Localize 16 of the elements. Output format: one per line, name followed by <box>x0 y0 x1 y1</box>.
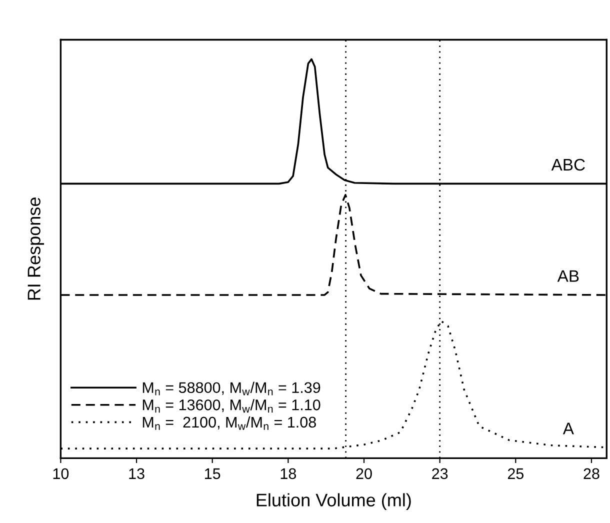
annotation: ABC <box>551 158 585 171</box>
y-axis-title: RI Response <box>28 198 44 300</box>
x-axis-title: Elution Volume (ml) <box>256 493 411 510</box>
x-tick-label: 18 <box>280 468 296 480</box>
x-tick-label: 28 <box>584 468 600 480</box>
x-tick-label: 15 <box>205 468 220 480</box>
annotation: AB <box>557 270 579 282</box>
legend-label: M$_{n}$ = 13600, M$_{w}$/M$_{n}$ = 1.10 <box>142 399 320 413</box>
legend-label: M$_{n}$ = 2100, M$_{w}$/M$_{n}$ = 1.08 <box>142 416 316 430</box>
legend-label: M$_{n}$ = 58800, M$_{w}$/M$_{n}$ = 1.39 <box>142 382 320 396</box>
x-tick-label: 10 <box>53 468 69 480</box>
x-tick-label: 20 <box>356 468 372 480</box>
x-tick-label: 23 <box>432 468 448 480</box>
x-tick-label: 13 <box>129 468 144 480</box>
annotation: A <box>562 422 574 434</box>
x-tick-label: 25 <box>508 468 524 480</box>
